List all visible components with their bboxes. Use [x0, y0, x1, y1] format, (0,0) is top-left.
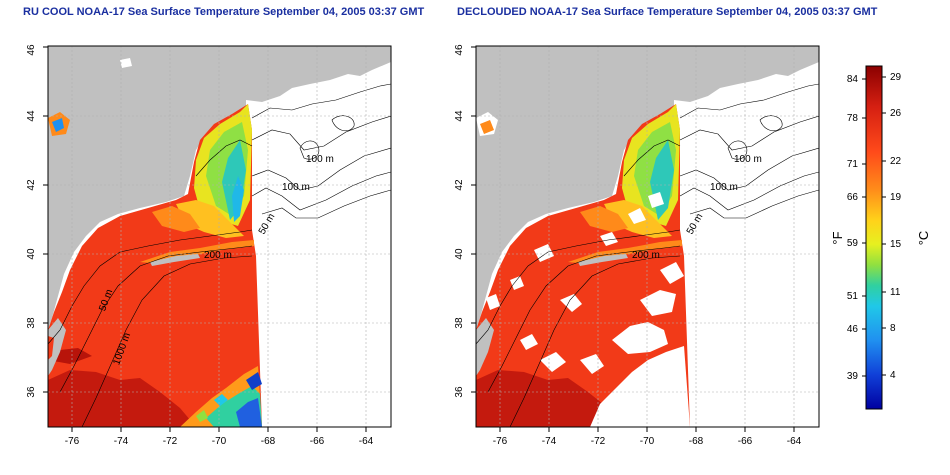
lat-tick-label: 36: [26, 386, 37, 398]
colorbar-f-label: °F: [830, 231, 845, 244]
lat-tick-label: 44: [26, 110, 37, 122]
colorbar-f-tick: 39: [847, 371, 859, 382]
colorbar-f-tick: 66: [847, 192, 859, 203]
bathy-label: 200 m: [632, 250, 660, 261]
colorbar-c-tick: 26: [890, 108, 902, 119]
colorbar: 84 78 71 66 59 51 46 39 29 26 22 19 15 1…: [830, 65, 931, 410]
map-panel-left: 100 m 100 m 50 m 200 m 50 m 1000 m: [47, 45, 392, 428]
colorbar-f-tick: 46: [847, 324, 859, 335]
bathy-label: 200 m: [204, 250, 232, 261]
lon-tick-label: -76: [65, 436, 80, 447]
lat-tick-label: 38: [454, 317, 465, 329]
lon-tick-label: -66: [738, 436, 753, 447]
lat-tick-label: 42: [454, 179, 465, 191]
axes-right: -76 -74 -72 -70 -68 -66 -64 36 38 40 42 …: [454, 44, 802, 447]
bathy-label: 100 m: [710, 182, 738, 193]
colorbar-f-tick: 51: [847, 291, 859, 302]
colorbar-f-tick: 78: [847, 113, 859, 124]
land-mass: [476, 46, 819, 330]
lon-tick-label: -74: [114, 436, 129, 447]
lat-tick-label: 44: [454, 110, 465, 122]
map-panel-right: 100 m 100 m 50 m 200 m: [475, 45, 820, 428]
lon-tick-label: -64: [359, 436, 374, 447]
bathy-label: 100 m: [306, 154, 334, 165]
axes-left: -76 -74 -72 -70 -68 -66 -64 36 38 40 42 …: [26, 44, 374, 447]
land-mass: [48, 46, 391, 330]
colorbar-c-tick: 4: [890, 370, 896, 381]
colorbar-c-tick: 11: [890, 287, 901, 298]
colorbar-c-tick: 8: [890, 323, 896, 334]
lat-tick-label: 40: [26, 248, 37, 260]
colorbar-c-tick: 29: [890, 72, 902, 83]
colorbar-c-label: °C: [916, 231, 931, 246]
lat-tick-label: 42: [26, 179, 37, 191]
colorbar-c-tick: 19: [890, 192, 902, 203]
cloud-mask: [486, 192, 690, 427]
lon-tick-label: -70: [640, 436, 655, 447]
colorbar-f-tick: 84: [847, 74, 859, 85]
colorbar-c-tick: 15: [890, 239, 902, 250]
lon-tick-label: -76: [493, 436, 508, 447]
lon-tick-label: -74: [542, 436, 557, 447]
lat-tick-label: 36: [454, 386, 465, 398]
colorbar-gradient: [865, 65, 883, 410]
lon-tick-label: -72: [163, 436, 178, 447]
lat-tick-label: 46: [454, 44, 465, 56]
lat-tick-label: 40: [454, 248, 465, 260]
colorbar-f-tick: 71: [847, 159, 859, 170]
lat-tick-label: 46: [26, 44, 37, 56]
panel-title-right: DECLOUDED NOAA-17 Sea Surface Temperatur…: [457, 6, 878, 18]
lon-tick-label: -66: [310, 436, 325, 447]
colorbar-c-tick: 22: [890, 156, 902, 167]
lon-tick-label: -64: [787, 436, 802, 447]
colorbar-f-tick: 59: [847, 238, 859, 249]
bathy-label: 100 m: [282, 182, 310, 193]
lon-tick-label: -68: [689, 436, 704, 447]
bathy-label: 100 m: [734, 154, 762, 165]
lon-tick-label: -68: [261, 436, 276, 447]
lon-tick-label: -70: [212, 436, 227, 447]
lon-tick-label: -72: [591, 436, 606, 447]
panel-title-left: RU COOL NOAA-17 Sea Surface Temperature …: [23, 6, 425, 18]
lat-tick-label: 38: [26, 317, 37, 329]
